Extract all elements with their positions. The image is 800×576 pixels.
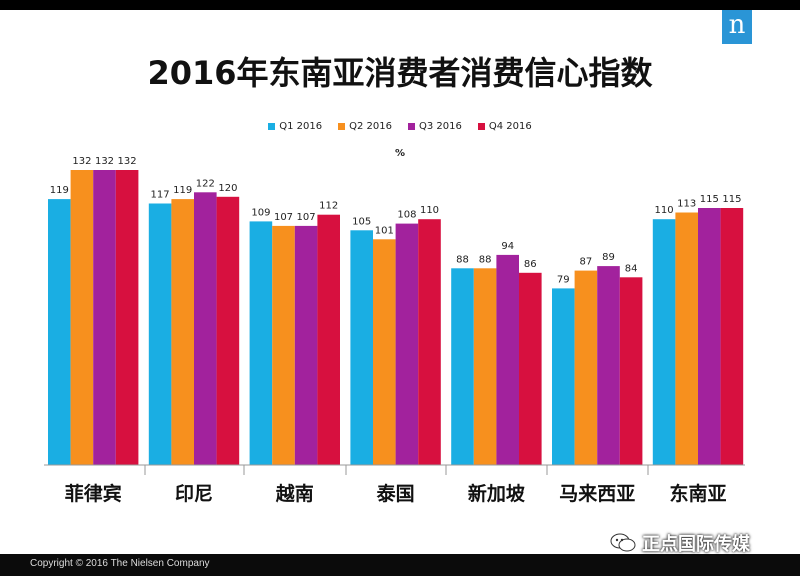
watermark: 正点国际传媒 (610, 530, 750, 556)
bar (373, 239, 396, 465)
bar (451, 268, 474, 465)
legend-item: Q4 2016 (477, 121, 532, 132)
bar (70, 170, 94, 465)
data-label: 107 (274, 212, 293, 223)
legend-item: Q2 2016 (338, 121, 392, 132)
data-label: 110 (655, 205, 674, 216)
data-label: 122 (196, 178, 215, 189)
data-label: 110 (420, 205, 439, 216)
legend: Q1 2016 Q2 2016 Q3 2016 Q4 2016 (0, 121, 800, 132)
legend-swatch (338, 123, 346, 130)
legend-label: Q2 2016 (349, 121, 392, 132)
category-label: 越南 (275, 482, 314, 505)
bar (552, 288, 575, 465)
category-label: 菲律宾 (65, 482, 122, 505)
bar (194, 192, 217, 466)
copyright-text: Copyright © 2016 The Nielsen Company (30, 558, 210, 569)
category-label: 新加坡 (468, 482, 526, 505)
watermark-text: 正点国际传媒 (642, 534, 750, 555)
legend-swatch (268, 123, 276, 130)
bar (171, 199, 194, 465)
legend-label: Q3 2016 (419, 121, 462, 132)
bar (48, 199, 71, 465)
data-label: 117 (151, 190, 170, 201)
data-label: 101 (375, 225, 394, 236)
bar (350, 230, 373, 465)
category-label: 东南亚 (669, 482, 726, 505)
bar (720, 208, 744, 465)
bar (148, 203, 172, 465)
legend-label: Q4 2016 (488, 121, 532, 132)
legend-label: Q1 2016 (279, 121, 323, 132)
data-label: 120 (218, 183, 237, 194)
bar (115, 170, 139, 465)
data-label: 87 (580, 257, 593, 268)
category-label: 泰国 (376, 482, 415, 505)
data-label: 84 (625, 263, 638, 274)
data-label: 94 (501, 241, 514, 252)
top-bar (0, 0, 800, 10)
legend-item: Q1 2016 (268, 121, 322, 132)
bar (473, 268, 497, 465)
bar (418, 219, 441, 465)
chart-title: 2016年东南亚消费者消费信心指数 (147, 54, 653, 92)
legend-item: Q3 2016 (408, 121, 462, 132)
data-label: 108 (397, 210, 416, 221)
bar (317, 214, 340, 465)
bar (249, 221, 273, 465)
bar (395, 223, 419, 465)
data-label: 112 (319, 201, 338, 212)
data-label: 88 (456, 254, 469, 265)
bar (698, 208, 721, 465)
bar (496, 254, 519, 465)
data-label: 115 (700, 194, 719, 205)
bar (294, 225, 318, 465)
data-label: 132 (72, 156, 91, 167)
nielsen-logo: n (722, 10, 752, 44)
data-label: 132 (95, 156, 114, 167)
data-label: 105 (352, 216, 371, 227)
legend-swatch (477, 123, 485, 130)
data-label: 79 (557, 274, 570, 285)
data-label: 113 (677, 199, 696, 210)
data-label: 86 (524, 259, 537, 270)
bar (216, 196, 240, 466)
bar (675, 212, 698, 465)
data-label: 132 (118, 156, 137, 167)
bar (519, 272, 542, 465)
bar (574, 270, 598, 465)
bar (619, 277, 643, 465)
bar (597, 266, 620, 465)
data-label: 119 (173, 185, 192, 196)
footer-bar: Copyright © 2016 The Nielsen Company (0, 554, 800, 576)
category-label: 印尼 (175, 483, 213, 505)
data-label: 89 (602, 252, 615, 263)
data-label: 88 (479, 254, 492, 265)
bar (272, 225, 295, 465)
legend-swatch (408, 123, 415, 130)
data-label: 107 (297, 212, 316, 223)
category-label: 马来西亚 (559, 483, 635, 505)
data-label: 119 (50, 185, 69, 196)
bar (652, 219, 676, 465)
bar (93, 170, 116, 465)
unit-label: % (394, 148, 406, 159)
data-label: 115 (722, 194, 741, 205)
data-label: 109 (251, 207, 270, 218)
chat-bubble-icon (610, 533, 636, 552)
